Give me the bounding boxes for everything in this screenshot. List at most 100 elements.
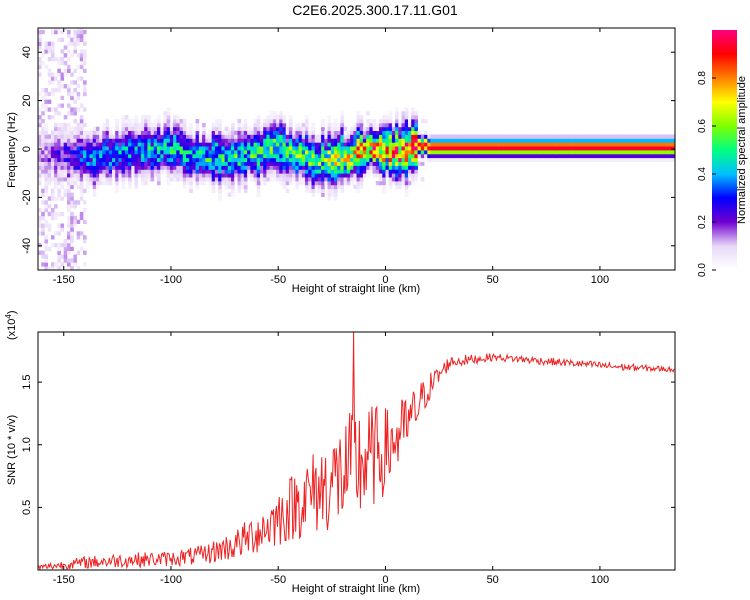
spectrogram-cell bbox=[105, 119, 110, 124]
spectrogram-cell bbox=[179, 150, 184, 155]
spectrogram-cell bbox=[465, 134, 470, 139]
spectrogram-cell bbox=[382, 130, 386, 135]
spectrogram-cell bbox=[186, 142, 190, 147]
spectrogram-cell bbox=[41, 126, 45, 131]
spectrogram-cell bbox=[388, 126, 393, 131]
spectrogram-cell bbox=[211, 153, 216, 159]
spectrogram-cell bbox=[382, 115, 386, 120]
spectrogram-cell bbox=[321, 122, 325, 128]
spectrogram-cell bbox=[186, 180, 190, 186]
spectrogram-cell bbox=[646, 150, 650, 155]
spectrogram-cell bbox=[327, 130, 332, 135]
spectrogram-cell bbox=[575, 134, 579, 139]
spectrogram-cell bbox=[356, 146, 361, 151]
spectrogram-cell bbox=[337, 169, 341, 174]
spectrogram-cell bbox=[63, 126, 68, 131]
spectrogram-cell bbox=[514, 157, 518, 162]
spectrogram-cell bbox=[401, 134, 406, 139]
spectrogram-cell bbox=[649, 138, 653, 143]
spectrogram-cell bbox=[356, 173, 361, 178]
spectrogram-cell bbox=[169, 161, 174, 166]
spectrogram-cell bbox=[79, 29, 84, 35]
spectrogram-cell bbox=[395, 165, 399, 170]
spectrogram-cell bbox=[317, 138, 322, 143]
spectrogram-cell bbox=[572, 146, 576, 151]
spectrogram-cell bbox=[124, 130, 129, 135]
spectrogram-cell bbox=[527, 146, 531, 151]
spectrogram-cell bbox=[195, 169, 200, 174]
spectrogram-cell bbox=[70, 53, 74, 58]
spectrogram-cell bbox=[588, 138, 592, 143]
spectrogram-cell bbox=[256, 115, 261, 120]
spectrogram-cell bbox=[79, 192, 84, 197]
spectrogram-cell bbox=[588, 157, 592, 162]
spectrogram-cell bbox=[67, 146, 71, 151]
spectrogram-cell bbox=[121, 153, 126, 159]
spectrogram-cell bbox=[214, 119, 219, 124]
spectrogram-y-tick-label: 0 bbox=[21, 146, 33, 152]
spectrogram-cell bbox=[99, 165, 103, 170]
spectrogram-cell bbox=[420, 119, 425, 124]
spectrogram-cell bbox=[263, 161, 267, 166]
spectrogram-cell bbox=[279, 122, 283, 128]
spectrogram-x-label: Height of straight line (km) bbox=[292, 283, 420, 295]
spectrogram-cell bbox=[494, 157, 499, 162]
spectrogram-cell bbox=[38, 169, 42, 174]
spectrogram-cell bbox=[388, 180, 393, 186]
spectrogram-cell bbox=[89, 153, 94, 159]
spectrogram-cell bbox=[121, 142, 126, 147]
spectrogram-cell bbox=[427, 157, 431, 162]
spectrogram-cell bbox=[124, 142, 129, 147]
spectrogram-cell bbox=[237, 173, 242, 178]
spectrogram-cell bbox=[536, 157, 541, 162]
spectrogram-cell bbox=[67, 192, 71, 197]
spectrogram-cell bbox=[356, 115, 361, 120]
spectrogram-cell bbox=[256, 126, 261, 131]
spectrogram-cell bbox=[465, 157, 470, 162]
spectrogram-cell bbox=[401, 180, 406, 186]
spectrogram-cell bbox=[189, 161, 193, 166]
spectrogram-cell bbox=[353, 138, 357, 143]
spectrogram-cell bbox=[256, 150, 261, 155]
spectrogram-cell bbox=[385, 173, 390, 178]
spectrogram-cell bbox=[266, 173, 270, 178]
spectrogram-cell bbox=[147, 130, 151, 135]
spectrogram-cell bbox=[211, 150, 216, 155]
spectrogram-cell bbox=[243, 119, 248, 124]
spectrogram-cell bbox=[556, 138, 560, 143]
spectrogram-cell bbox=[501, 150, 505, 155]
spectrogram-cell bbox=[552, 157, 557, 162]
spectrogram-cell bbox=[234, 142, 238, 147]
spectrogram-cell bbox=[60, 57, 65, 62]
spectrogram-cell bbox=[330, 146, 335, 151]
spectrogram-cell bbox=[285, 126, 290, 131]
spectrogram-cell bbox=[366, 150, 370, 155]
spectrogram-cell bbox=[372, 169, 377, 174]
spectrogram-cell bbox=[649, 134, 653, 139]
spectrogram-cell bbox=[308, 130, 312, 135]
spectrogram-cell bbox=[202, 180, 206, 186]
spectrogram-cell bbox=[176, 165, 180, 170]
spectrogram-cell bbox=[266, 153, 270, 159]
spectrogram-cell bbox=[559, 146, 563, 151]
spectrogram-cell bbox=[398, 180, 402, 186]
spectrogram-cell bbox=[498, 146, 502, 151]
spectrogram-cell bbox=[44, 173, 48, 178]
spectrogram-cell bbox=[169, 169, 174, 174]
spectrogram-cell bbox=[362, 169, 367, 174]
spectrogram-cell bbox=[597, 153, 602, 159]
spectrogram-cell bbox=[491, 153, 496, 159]
spectrogram-cell bbox=[330, 169, 335, 174]
spectrogram-cell bbox=[86, 142, 90, 147]
spectrogram-cell bbox=[70, 177, 74, 182]
spectrogram-cell bbox=[263, 153, 267, 159]
spectrogram-cell bbox=[54, 196, 58, 201]
spectrogram-cell bbox=[266, 165, 270, 170]
spectrogram-cell bbox=[420, 142, 425, 147]
spectrogram-cell bbox=[95, 180, 100, 186]
spectrogram-cell bbox=[530, 146, 534, 151]
spectrogram-cell bbox=[73, 223, 77, 228]
spectrogram-cell bbox=[95, 153, 100, 159]
spectrogram-cell bbox=[54, 204, 58, 209]
spectrogram-cell bbox=[572, 138, 576, 143]
